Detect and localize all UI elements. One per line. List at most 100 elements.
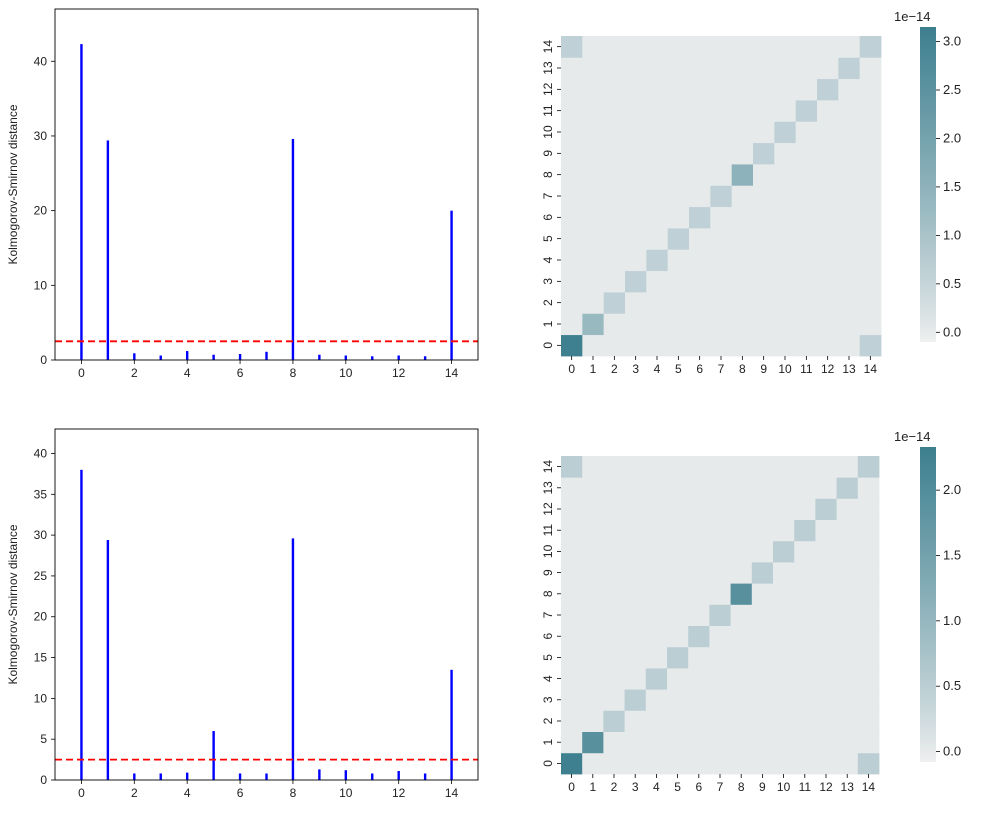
- heat-cell-13-4: [645, 477, 668, 499]
- heat-cell-8-14: [859, 164, 882, 186]
- heat-cell-2-10: [773, 710, 795, 732]
- heat-cell-3-2: [603, 270, 626, 293]
- bar-2: [133, 353, 136, 360]
- heat-cell-10-11: [795, 121, 818, 144]
- heat-cell-3-1: [582, 270, 605, 293]
- heat-cell-7-1: [582, 604, 604, 626]
- heat-cell-11-4: [646, 100, 669, 122]
- x-tick-label: 8: [739, 362, 746, 376]
- plot-frame: [54, 8, 479, 361]
- heat-cell-14-13: [836, 456, 859, 478]
- heat-cell-14-0: [561, 456, 583, 478]
- heat-cell-6-10: [773, 625, 795, 648]
- heat-cell-5-5: [667, 646, 689, 669]
- y-tick-label: 30: [34, 129, 48, 143]
- x-tick-label: 1: [589, 780, 596, 794]
- heat-cell-11-11: [794, 519, 816, 542]
- heat-cell-11-12: [815, 519, 837, 542]
- x-tick-label: 10: [339, 366, 353, 380]
- colorbar: [920, 447, 936, 762]
- heat-cell-14-12: [815, 456, 837, 478]
- heat-cell-6-13: [836, 625, 859, 648]
- x-tick-label: 7: [718, 362, 725, 376]
- heat-cell-12-5: [667, 78, 690, 101]
- y-tick-label: 10: [541, 544, 555, 558]
- heat-cell-3-3: [624, 689, 647, 711]
- heat-cell-0-6: [689, 334, 711, 357]
- heat-cell-3-10: [773, 689, 795, 711]
- y-axis-label: Kolmogorov-Smirnov distance: [6, 104, 20, 264]
- heat-cell-12-1: [582, 498, 604, 520]
- heat-cell-9-4: [646, 142, 669, 165]
- heat-cell-0-0: [561, 334, 583, 357]
- heat-cell-12-1: [582, 78, 605, 101]
- x-tick-label: 5: [675, 362, 682, 376]
- heat-cell-4-4: [645, 668, 668, 690]
- heat-cell-0-8: [730, 752, 753, 775]
- heat-cell-2-3: [625, 292, 647, 314]
- x-tick-label: 0: [78, 366, 85, 380]
- heat-cell-11-3: [624, 519, 647, 542]
- heat-cell-13-9: [753, 57, 775, 80]
- heat-cell-0-7: [709, 752, 731, 775]
- bar-10: [344, 355, 348, 360]
- heat-cell-11-14: [859, 100, 882, 122]
- heat-cell-10-10: [774, 121, 797, 144]
- y-tick-label: 25: [34, 569, 48, 583]
- heat-cell-8-11: [795, 164, 818, 186]
- heat-cell-8-10: [773, 583, 795, 605]
- x-tick-label: 10: [777, 780, 791, 794]
- heat-cell-4-4: [646, 249, 669, 272]
- heat-cell-7-3: [624, 604, 647, 626]
- heat-cell-2-7: [709, 710, 731, 732]
- heat-cell-5-8: [731, 228, 754, 250]
- y-tick-label: 15: [34, 651, 48, 665]
- heat-cell-6-3: [624, 625, 647, 648]
- heat-cell-0-9: [753, 334, 775, 357]
- heat-cell-1-9: [753, 313, 775, 336]
- y-tick-label: 0: [40, 773, 47, 787]
- y-tick-label: 6: [541, 633, 555, 640]
- bar-7: [265, 773, 268, 780]
- heat-cell-9-5: [667, 562, 689, 584]
- heat-cell-6-9: [753, 206, 775, 229]
- heat-cell-7-9: [751, 604, 774, 626]
- heat-cell-13-3: [625, 57, 647, 80]
- bar-5: [212, 731, 215, 780]
- heat-cell-7-3: [625, 185, 647, 208]
- heat-cell-6-8: [731, 206, 754, 229]
- heat-cell-14-8: [730, 456, 753, 478]
- heat-cell-9-10: [774, 142, 797, 165]
- heat-cell-3-6: [689, 270, 711, 293]
- bar-7: [265, 351, 268, 360]
- heat-cell-10-0: [561, 540, 583, 563]
- x-tick-label: 11: [799, 780, 812, 794]
- x-tick-label: 2: [611, 780, 618, 794]
- heat-cell-1-5: [667, 731, 689, 754]
- heat-cell-7-2: [603, 185, 626, 208]
- bar-9: [318, 769, 321, 780]
- heat-cell-2-0: [561, 710, 583, 732]
- heat-cell-7-1: [582, 185, 605, 208]
- y-tick-label: 2: [541, 299, 555, 306]
- heat-cell-6-12: [817, 206, 839, 229]
- y-tick-label: 14: [541, 460, 555, 474]
- x-tick-label: 6: [695, 780, 702, 794]
- heat-cell-4-14: [859, 249, 882, 272]
- bar-4: [185, 772, 189, 780]
- x-tick-label: 8: [290, 366, 297, 380]
- heat-cell-3-4: [646, 270, 669, 293]
- heat-cell-13-5: [667, 57, 690, 80]
- heat-cell-2-5: [667, 710, 689, 732]
- heat-cell-4-6: [689, 249, 711, 272]
- heat-cell-11-6: [688, 519, 710, 542]
- heat-cell-0-3: [625, 334, 647, 357]
- heat-cell-14-4: [646, 36, 669, 58]
- heat-cell-6-7: [710, 206, 733, 229]
- heat-cell-4-7: [709, 668, 731, 690]
- heat-cell-2-2: [603, 710, 625, 732]
- heat-cell-3-0: [561, 270, 583, 293]
- y-tick-label: 4: [541, 675, 555, 682]
- heat-cell-13-12: [817, 57, 839, 80]
- heat-cell-0-2: [603, 752, 625, 775]
